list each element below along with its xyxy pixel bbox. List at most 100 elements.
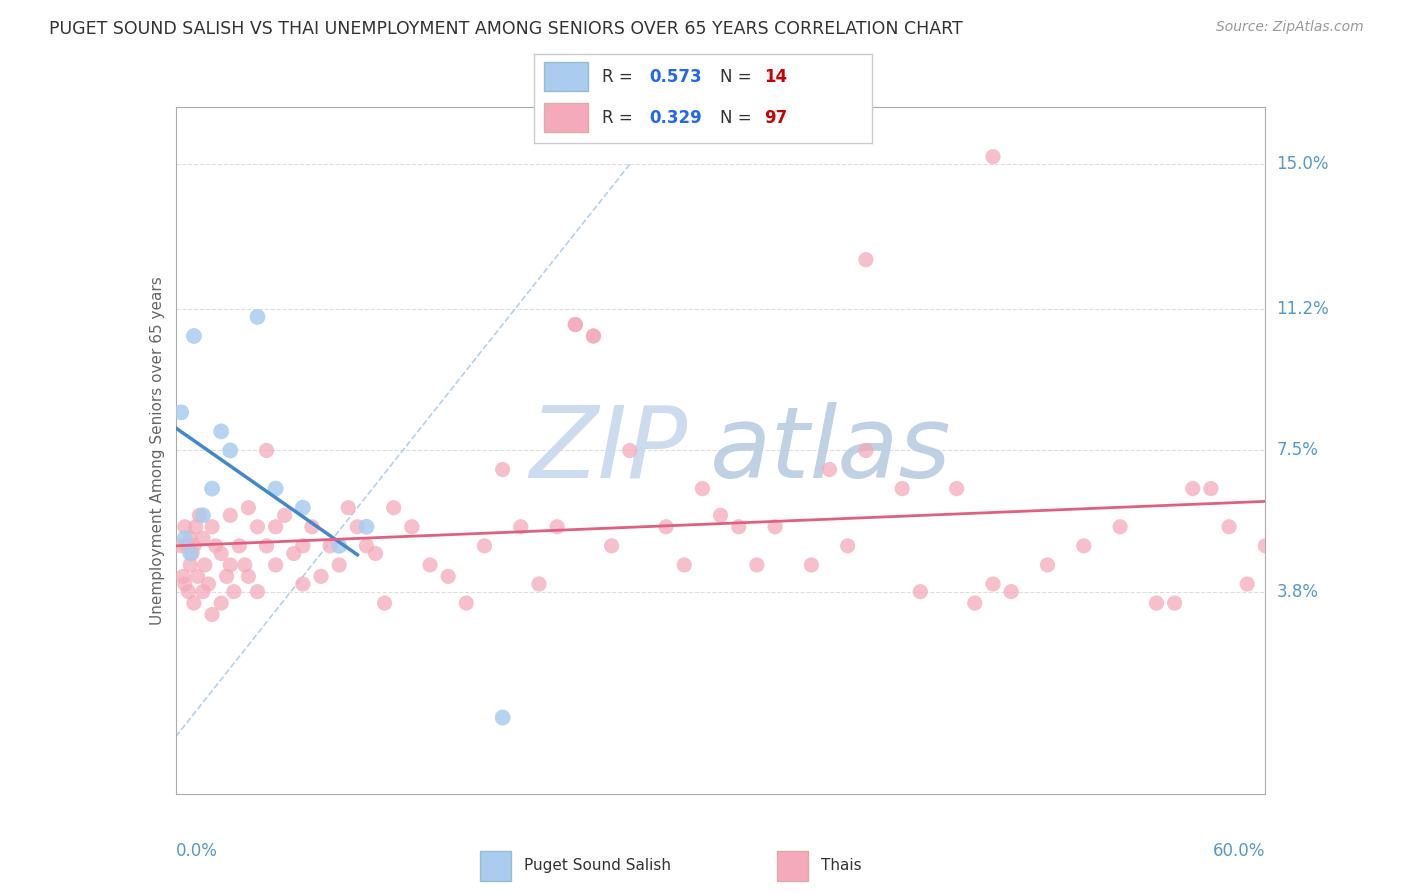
Point xyxy=(256,539,278,553)
FancyBboxPatch shape xyxy=(778,851,808,881)
Point xyxy=(346,520,368,534)
Point xyxy=(191,584,214,599)
Point xyxy=(209,546,232,561)
Text: R =: R = xyxy=(602,68,638,86)
Point xyxy=(204,539,226,553)
Point xyxy=(179,546,201,561)
Point xyxy=(1236,577,1258,591)
Point xyxy=(710,508,733,523)
Point xyxy=(170,539,193,553)
Point xyxy=(301,520,323,534)
Point xyxy=(401,520,423,534)
Point xyxy=(1163,596,1185,610)
Point xyxy=(945,482,967,496)
Text: Thais: Thais xyxy=(821,858,860,872)
FancyBboxPatch shape xyxy=(481,851,512,881)
Point xyxy=(219,558,242,572)
Text: 15.0%: 15.0% xyxy=(1277,155,1329,173)
Point xyxy=(963,596,986,610)
Y-axis label: Unemployment Among Seniors over 65 years: Unemployment Among Seniors over 65 years xyxy=(149,277,165,624)
Point xyxy=(191,508,214,523)
Point xyxy=(1199,482,1222,496)
Point xyxy=(183,329,205,343)
Point xyxy=(183,596,205,610)
Point xyxy=(1272,569,1295,583)
Point xyxy=(201,607,224,622)
Point xyxy=(509,520,531,534)
Point xyxy=(673,558,696,572)
Point xyxy=(600,539,623,553)
Point xyxy=(981,150,1004,164)
Point xyxy=(181,546,204,561)
Point xyxy=(1254,539,1277,553)
Point xyxy=(256,443,278,458)
Point xyxy=(527,577,550,591)
Text: 11.2%: 11.2% xyxy=(1277,301,1329,318)
Point xyxy=(177,584,200,599)
Point xyxy=(194,558,217,572)
Text: 14: 14 xyxy=(763,68,787,86)
FancyBboxPatch shape xyxy=(544,62,588,91)
Point xyxy=(582,329,605,343)
Point xyxy=(474,539,496,553)
Point xyxy=(1146,596,1168,610)
Point xyxy=(179,531,201,545)
Text: 7.5%: 7.5% xyxy=(1277,442,1319,459)
Point xyxy=(197,577,219,591)
Point xyxy=(328,539,350,553)
Point xyxy=(201,482,224,496)
Text: N =: N = xyxy=(720,109,756,127)
Point xyxy=(374,596,396,610)
Point xyxy=(382,500,405,515)
Text: 60.0%: 60.0% xyxy=(1213,842,1265,860)
Point xyxy=(328,558,350,572)
Text: 0.0%: 0.0% xyxy=(176,842,218,860)
Point xyxy=(692,482,714,496)
Point xyxy=(655,520,678,534)
Text: 0.329: 0.329 xyxy=(650,109,702,127)
Point xyxy=(837,539,859,553)
Point xyxy=(238,500,260,515)
Point xyxy=(291,577,314,591)
Point xyxy=(855,443,877,458)
Point xyxy=(283,546,305,561)
Point xyxy=(264,520,287,534)
Point xyxy=(1000,584,1022,599)
Point xyxy=(356,520,378,534)
Point xyxy=(179,558,201,572)
Point xyxy=(219,443,242,458)
Point xyxy=(1218,520,1240,534)
Point xyxy=(233,558,256,572)
Point xyxy=(170,405,193,419)
Point xyxy=(309,569,332,583)
Point xyxy=(222,584,245,599)
Point xyxy=(238,569,260,583)
Point xyxy=(492,462,515,476)
Point xyxy=(763,520,786,534)
Point xyxy=(727,520,749,534)
Point xyxy=(910,584,932,599)
Point xyxy=(337,500,360,515)
Point xyxy=(183,539,205,553)
Point xyxy=(172,569,194,583)
Point xyxy=(1109,520,1132,534)
Point xyxy=(800,558,823,572)
Point xyxy=(173,577,195,591)
Point xyxy=(1181,482,1204,496)
Text: Puget Sound Salish: Puget Sound Salish xyxy=(523,858,671,872)
Point xyxy=(356,539,378,553)
Point xyxy=(209,596,232,610)
Point xyxy=(492,710,515,724)
Text: atlas: atlas xyxy=(710,402,952,499)
Point xyxy=(246,310,269,324)
Point xyxy=(818,462,841,476)
Point xyxy=(173,520,195,534)
Point xyxy=(437,569,460,583)
Point xyxy=(855,252,877,267)
Point xyxy=(191,531,214,545)
Text: 97: 97 xyxy=(763,109,787,127)
Point xyxy=(264,558,287,572)
Point xyxy=(582,329,605,343)
Point xyxy=(291,539,314,553)
Point xyxy=(246,584,269,599)
